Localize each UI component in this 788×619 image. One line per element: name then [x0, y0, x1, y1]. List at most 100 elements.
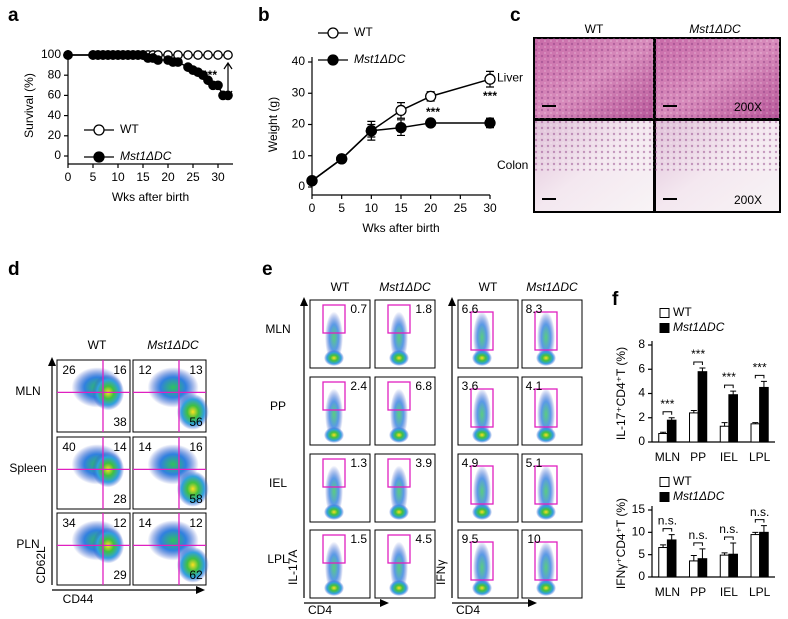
- point: [365, 125, 377, 137]
- gate: [322, 381, 346, 411]
- bar: [666, 539, 677, 578]
- legend-label: WT: [673, 305, 692, 319]
- x-tick-label: 20: [161, 170, 175, 184]
- density: [390, 541, 408, 594]
- error-bar: [699, 548, 706, 559]
- x-tick-label: MLN: [655, 450, 680, 464]
- x-tick-label: 10: [111, 170, 125, 184]
- error-bar: [752, 422, 759, 424]
- y-tick-label: 0: [54, 148, 61, 162]
- gate: [470, 465, 494, 505]
- bar: [689, 412, 699, 443]
- bar: [689, 560, 699, 578]
- gate: [470, 388, 494, 428]
- bar: [759, 531, 769, 578]
- gate-value: 10: [527, 532, 541, 546]
- column-label: Mst1ΔDC: [526, 280, 578, 294]
- error-bar: [730, 390, 737, 395]
- x-tick-label: IEL: [720, 585, 738, 599]
- panel-letter: f: [612, 289, 619, 310]
- scale-bar: [663, 198, 677, 200]
- y-tick-label: 40: [292, 54, 306, 68]
- bracket: [662, 411, 673, 415]
- density: [325, 541, 343, 594]
- point: [213, 50, 223, 60]
- y-tick-label: 8: [638, 337, 645, 351]
- gate-value: 2.4: [350, 379, 367, 393]
- x-tick-label: 15: [136, 170, 150, 184]
- point: [213, 80, 223, 91]
- y-tick-label: 20: [48, 128, 62, 142]
- row-label: PLN: [16, 537, 39, 551]
- scale-bar: [542, 198, 556, 200]
- y-axis-label: IFNγ: [434, 560, 448, 585]
- legend-marker: [93, 124, 105, 136]
- x-tick-label: 0: [309, 201, 316, 215]
- y-tick-label: 2: [638, 410, 645, 424]
- point: [223, 50, 233, 60]
- bar: [666, 419, 677, 443]
- y-tick-label: 80: [48, 67, 62, 81]
- x-tick-label: MLN: [655, 585, 680, 599]
- column-label: WT: [331, 280, 350, 294]
- magnification: 200X: [734, 100, 762, 114]
- annotation: ***: [203, 68, 217, 82]
- density: [324, 427, 344, 443]
- row-label: IEL: [269, 476, 287, 490]
- error-bar: [721, 552, 728, 556]
- x-axis-label: Wks after birth: [362, 221, 439, 235]
- annotation: ***: [691, 347, 705, 361]
- bar: [658, 433, 668, 443]
- annotation: ***: [426, 105, 440, 119]
- density: [472, 350, 492, 366]
- x-tick-label: 5: [338, 201, 345, 215]
- y-tick-label: 0: [638, 434, 645, 448]
- legend-marker: [93, 151, 105, 163]
- gate-value: 0.7: [350, 302, 367, 316]
- density: [536, 580, 556, 596]
- bar: [728, 553, 738, 578]
- y-axis-label: IL-17⁺CD4⁺T (%): [614, 347, 628, 440]
- error-bar: [760, 380, 767, 388]
- density: [176, 393, 209, 430]
- density: [390, 388, 408, 441]
- gate-value: 5.1: [526, 456, 543, 470]
- gate-value: 1.8: [415, 302, 432, 316]
- legend-label: WT: [354, 25, 373, 39]
- error-bar: [690, 409, 697, 413]
- density: [389, 580, 409, 596]
- x-tick-label: IEL: [720, 450, 738, 464]
- error-bar: [660, 544, 667, 548]
- x-tick-label: LPL: [749, 450, 771, 464]
- error-bar: [660, 431, 667, 434]
- density: [176, 546, 209, 583]
- legend-label: WT: [120, 122, 139, 136]
- quadrant-value: 14: [138, 440, 152, 454]
- row-label: LPL: [267, 552, 289, 566]
- bar: [658, 547, 668, 578]
- x-tick-label: LPL: [749, 585, 771, 599]
- arrow: [223, 61, 233, 99]
- row-label: MLN: [265, 322, 290, 336]
- column-label: Mst1ΔDC: [689, 22, 741, 36]
- y-tick-label: 0: [298, 179, 305, 193]
- error-bar: [699, 367, 706, 372]
- gate: [470, 311, 494, 351]
- y-tick-label: 15: [632, 502, 646, 516]
- quadrant-value: 14: [113, 440, 127, 454]
- density: [176, 470, 209, 507]
- bar: [719, 425, 730, 443]
- point: [425, 117, 437, 129]
- density: [536, 350, 556, 366]
- point: [173, 57, 183, 67]
- row-label: MLN: [15, 384, 40, 398]
- gate-value: 8.3: [526, 302, 543, 316]
- legend-label: Mst1ΔDC: [354, 52, 406, 66]
- bracket: [724, 536, 734, 541]
- gate-value: 1.3: [350, 456, 367, 470]
- density: [325, 465, 343, 518]
- density: [389, 504, 409, 520]
- error-bar: [721, 422, 728, 427]
- arrowhead: [48, 357, 56, 366]
- bar: [697, 371, 708, 443]
